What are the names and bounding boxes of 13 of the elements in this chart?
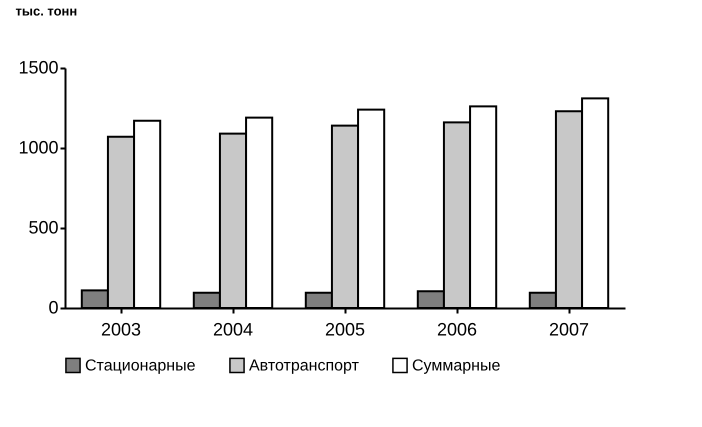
y-tick-label: 500 <box>28 218 58 238</box>
y-tick-label: 0 <box>48 298 58 318</box>
y-axis-title: тыс. тонн <box>16 4 78 18</box>
legend-label: Суммарные <box>412 357 501 374</box>
x-tick-label: 2004 <box>212 320 254 340</box>
x-tick-label: 2006 <box>436 320 478 340</box>
x-tick-label: 2005 <box>324 320 366 340</box>
x-tick-label: 2007 <box>548 320 590 340</box>
y-tick-label: 1000 <box>18 138 58 158</box>
legend-label: Автотранспорт <box>249 357 360 374</box>
legend-label: Стационарные <box>85 357 196 374</box>
y-tick-label: 1500 <box>18 58 58 78</box>
x-tick-label: 2003 <box>100 320 142 340</box>
